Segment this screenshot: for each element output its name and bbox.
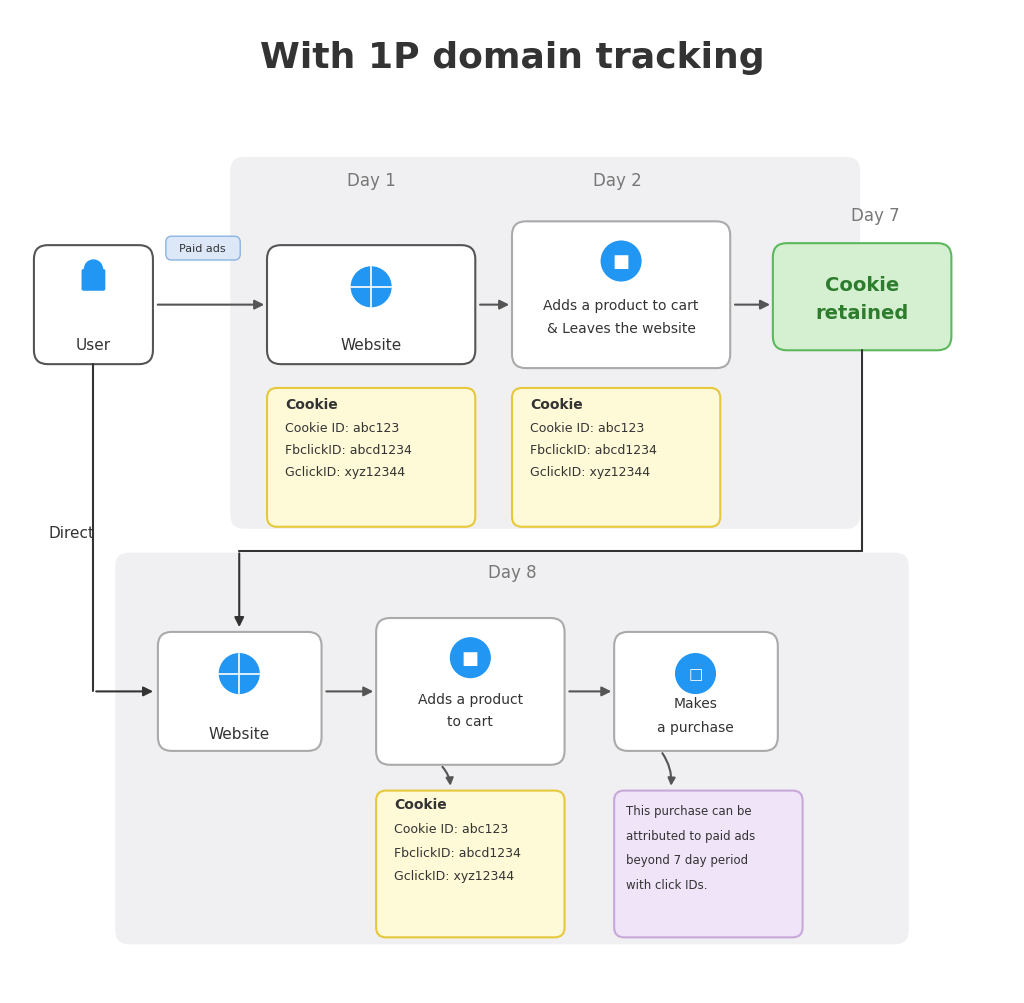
Text: This purchase can be: This purchase can be	[626, 804, 752, 817]
Text: Paid ads: Paid ads	[179, 244, 226, 254]
Text: GclickID: xyz12344: GclickID: xyz12344	[285, 465, 404, 478]
Text: Adds a product: Adds a product	[418, 693, 523, 707]
Text: Adds a product to cart: Adds a product to cart	[544, 298, 698, 312]
FancyBboxPatch shape	[614, 790, 803, 938]
FancyBboxPatch shape	[267, 246, 475, 365]
FancyBboxPatch shape	[614, 632, 778, 751]
Text: Cookie: Cookie	[394, 797, 446, 811]
FancyBboxPatch shape	[82, 270, 105, 292]
Text: Cookie: Cookie	[285, 397, 338, 411]
Text: Cookie ID: abc123: Cookie ID: abc123	[394, 821, 508, 834]
FancyBboxPatch shape	[512, 388, 720, 528]
FancyBboxPatch shape	[166, 237, 241, 261]
Text: retained: retained	[815, 304, 908, 323]
Text: Cookie: Cookie	[529, 397, 583, 411]
FancyBboxPatch shape	[376, 790, 564, 938]
Circle shape	[219, 654, 259, 694]
Text: User: User	[76, 337, 111, 352]
Text: FbclickID: abcd1234: FbclickID: abcd1234	[285, 443, 412, 456]
FancyBboxPatch shape	[376, 619, 564, 765]
Text: & Leaves the website: & Leaves the website	[547, 322, 695, 336]
Circle shape	[676, 654, 716, 694]
FancyBboxPatch shape	[512, 222, 730, 369]
Text: GclickID: xyz12344: GclickID: xyz12344	[529, 465, 650, 478]
Text: Day 1: Day 1	[347, 172, 395, 190]
Text: GclickID: xyz12344: GclickID: xyz12344	[394, 870, 514, 883]
FancyBboxPatch shape	[116, 553, 908, 945]
Text: Cookie: Cookie	[825, 276, 899, 295]
Text: Day 7: Day 7	[851, 208, 899, 225]
Text: Makes: Makes	[674, 697, 718, 710]
Text: Direct: Direct	[49, 526, 95, 541]
Circle shape	[85, 261, 102, 279]
Text: beyond 7 day period: beyond 7 day period	[626, 854, 749, 867]
FancyBboxPatch shape	[34, 246, 153, 365]
FancyBboxPatch shape	[267, 388, 475, 528]
Text: FbclickID: abcd1234: FbclickID: abcd1234	[394, 846, 521, 859]
Text: Day 2: Day 2	[593, 172, 641, 190]
Circle shape	[601, 242, 641, 282]
Text: ■: ■	[612, 253, 630, 271]
Text: Website: Website	[341, 337, 401, 352]
Text: Cookie ID: abc123: Cookie ID: abc123	[529, 421, 644, 434]
Text: to cart: to cart	[447, 714, 494, 728]
Text: FbclickID: abcd1234: FbclickID: abcd1234	[529, 443, 656, 456]
Text: Day 8: Day 8	[487, 564, 537, 582]
Text: With 1P domain tracking: With 1P domain tracking	[260, 41, 764, 74]
FancyBboxPatch shape	[230, 157, 860, 530]
FancyBboxPatch shape	[773, 244, 951, 351]
Text: □: □	[688, 666, 702, 681]
Text: a purchase: a purchase	[657, 720, 734, 734]
FancyBboxPatch shape	[158, 632, 322, 751]
Text: attributed to paid ads: attributed to paid ads	[626, 828, 756, 842]
Text: Cookie ID: abc123: Cookie ID: abc123	[285, 421, 399, 434]
Text: with click IDs.: with click IDs.	[626, 879, 708, 892]
Circle shape	[351, 268, 391, 307]
Text: ■: ■	[462, 649, 479, 667]
Text: Website: Website	[209, 726, 270, 741]
Circle shape	[451, 638, 490, 678]
